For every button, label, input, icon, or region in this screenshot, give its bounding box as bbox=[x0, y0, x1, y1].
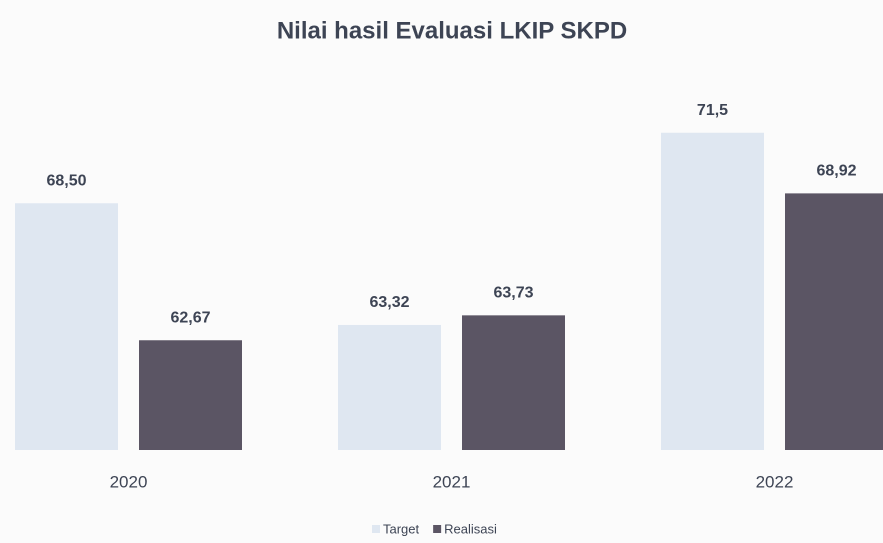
data-label: 63,73 bbox=[493, 285, 533, 302]
legend-swatch bbox=[433, 525, 442, 533]
legend-label: Target bbox=[383, 521, 420, 536]
data-label: 62,67 bbox=[170, 309, 210, 326]
bar bbox=[338, 324, 441, 450]
x-tick-label: 2020 bbox=[110, 472, 148, 491]
legend-label: Realisasi bbox=[444, 521, 497, 536]
bar bbox=[785, 193, 883, 450]
data-label: 63,32 bbox=[369, 294, 409, 311]
data-label: 68,50 bbox=[46, 172, 86, 189]
bar bbox=[462, 315, 565, 450]
x-tick-label: 2021 bbox=[433, 472, 471, 491]
legend-swatch bbox=[372, 525, 380, 533]
x-tick-label: 2022 bbox=[756, 472, 794, 491]
chart-title: Nilai hasil Evaluasi LKIP SKPD bbox=[277, 17, 627, 44]
bar bbox=[139, 340, 242, 450]
bar bbox=[15, 203, 118, 450]
data-label: 71,5 bbox=[697, 102, 728, 119]
bar bbox=[661, 132, 764, 450]
data-label: 68,92 bbox=[816, 163, 856, 180]
